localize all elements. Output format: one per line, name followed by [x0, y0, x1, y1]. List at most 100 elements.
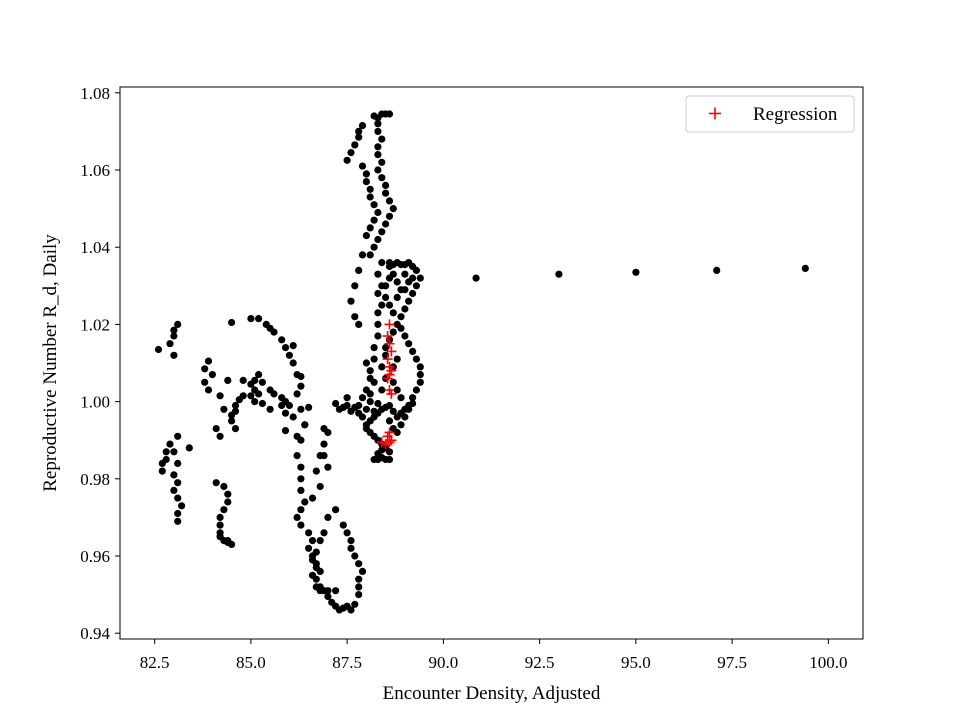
data-point: [374, 289, 382, 298]
data-point: [362, 178, 370, 186]
regression-point: [386, 346, 397, 357]
data-point: [382, 220, 390, 228]
data-point: [378, 386, 386, 394]
data-point: [632, 268, 640, 276]
data-point: [370, 216, 378, 224]
data-point: [374, 235, 382, 244]
data-point: [228, 411, 236, 419]
legend-box: [685, 95, 855, 133]
y-tick-label: 1.06: [80, 161, 110, 180]
x-tick-label: 85.0: [236, 653, 266, 672]
data-point: [389, 309, 397, 317]
data-point: [389, 328, 397, 336]
data-point: [409, 399, 417, 408]
data-point: [297, 463, 305, 471]
data-point: [385, 197, 394, 205]
x-tick-label: 92.5: [525, 653, 555, 672]
data-point: [343, 401, 351, 410]
data-point: [312, 548, 320, 556]
data-point: [416, 378, 424, 386]
data-point: [374, 208, 382, 217]
data-point: [332, 587, 340, 595]
data-point: [374, 120, 382, 128]
data-point: [247, 315, 255, 323]
data-point: [339, 521, 347, 529]
data-point: [320, 529, 328, 537]
data-point: [308, 571, 317, 579]
data-point: [374, 399, 382, 408]
data-point: [389, 205, 397, 213]
data-point: [370, 243, 378, 251]
data-point: [362, 386, 370, 394]
data-point: [170, 486, 178, 494]
data-point: [293, 513, 301, 522]
data-point: [355, 133, 363, 141]
regression-point: [384, 338, 395, 349]
data-point: [362, 170, 370, 178]
data-point: [385, 262, 394, 271]
data-point: [285, 351, 293, 359]
data-point: [374, 332, 382, 340]
data-point: [397, 313, 405, 321]
data-point: [374, 143, 382, 151]
data-point: [224, 376, 232, 384]
data-point: [308, 537, 317, 545]
data-point: [170, 326, 178, 334]
data-point: [297, 372, 305, 381]
x-tick-label: 97.5: [717, 653, 747, 672]
data-point: [355, 127, 363, 135]
data-point: [220, 506, 228, 514]
data-point: [393, 293, 401, 301]
data-point: [220, 482, 228, 491]
data-point: [385, 301, 394, 309]
data-point: [366, 224, 374, 232]
data-point: [355, 320, 363, 328]
data-point: [316, 587, 324, 595]
data-point: [343, 156, 351, 164]
data-point: [358, 162, 367, 170]
data-point: [278, 401, 286, 410]
data-point: [355, 583, 363, 591]
data-point: [178, 502, 186, 510]
data-point: [374, 127, 382, 135]
data-point: [366, 185, 374, 193]
data-point: [713, 266, 721, 274]
x-axis-label: Encounter Density, Adjusted: [383, 683, 601, 704]
y-tick-label: 1.04: [80, 238, 110, 257]
data-point: [320, 440, 328, 448]
data-point: [212, 479, 220, 487]
data-point: [278, 336, 286, 344]
regression-point: [382, 373, 393, 384]
data-point: [409, 394, 417, 402]
data-point: [378, 158, 386, 166]
data-point: [204, 386, 213, 394]
data-point: [347, 149, 355, 157]
data-point: [174, 459, 182, 467]
data-point: [224, 490, 232, 498]
data-point: [370, 355, 378, 363]
data-point: [204, 357, 213, 365]
data-point: [216, 432, 224, 440]
data-point: [382, 344, 390, 352]
data-point: [174, 509, 182, 518]
data-point: [316, 537, 324, 545]
data-point: [370, 455, 378, 464]
data-point: [378, 174, 386, 182]
data-point: [174, 432, 182, 440]
data-point: [409, 347, 417, 355]
y-tick-label: 1.08: [80, 84, 110, 103]
data-point: [351, 600, 359, 608]
data-point: [174, 320, 182, 328]
data-point: [266, 405, 274, 413]
data-point: [374, 166, 382, 174]
data-point: [305, 544, 313, 552]
data-point: [208, 371, 216, 379]
data-point: [247, 380, 255, 388]
data-point: [347, 537, 355, 545]
data-point: [162, 455, 170, 464]
data-point: [351, 282, 359, 290]
data-point: [170, 351, 178, 359]
data-point: [385, 417, 394, 425]
